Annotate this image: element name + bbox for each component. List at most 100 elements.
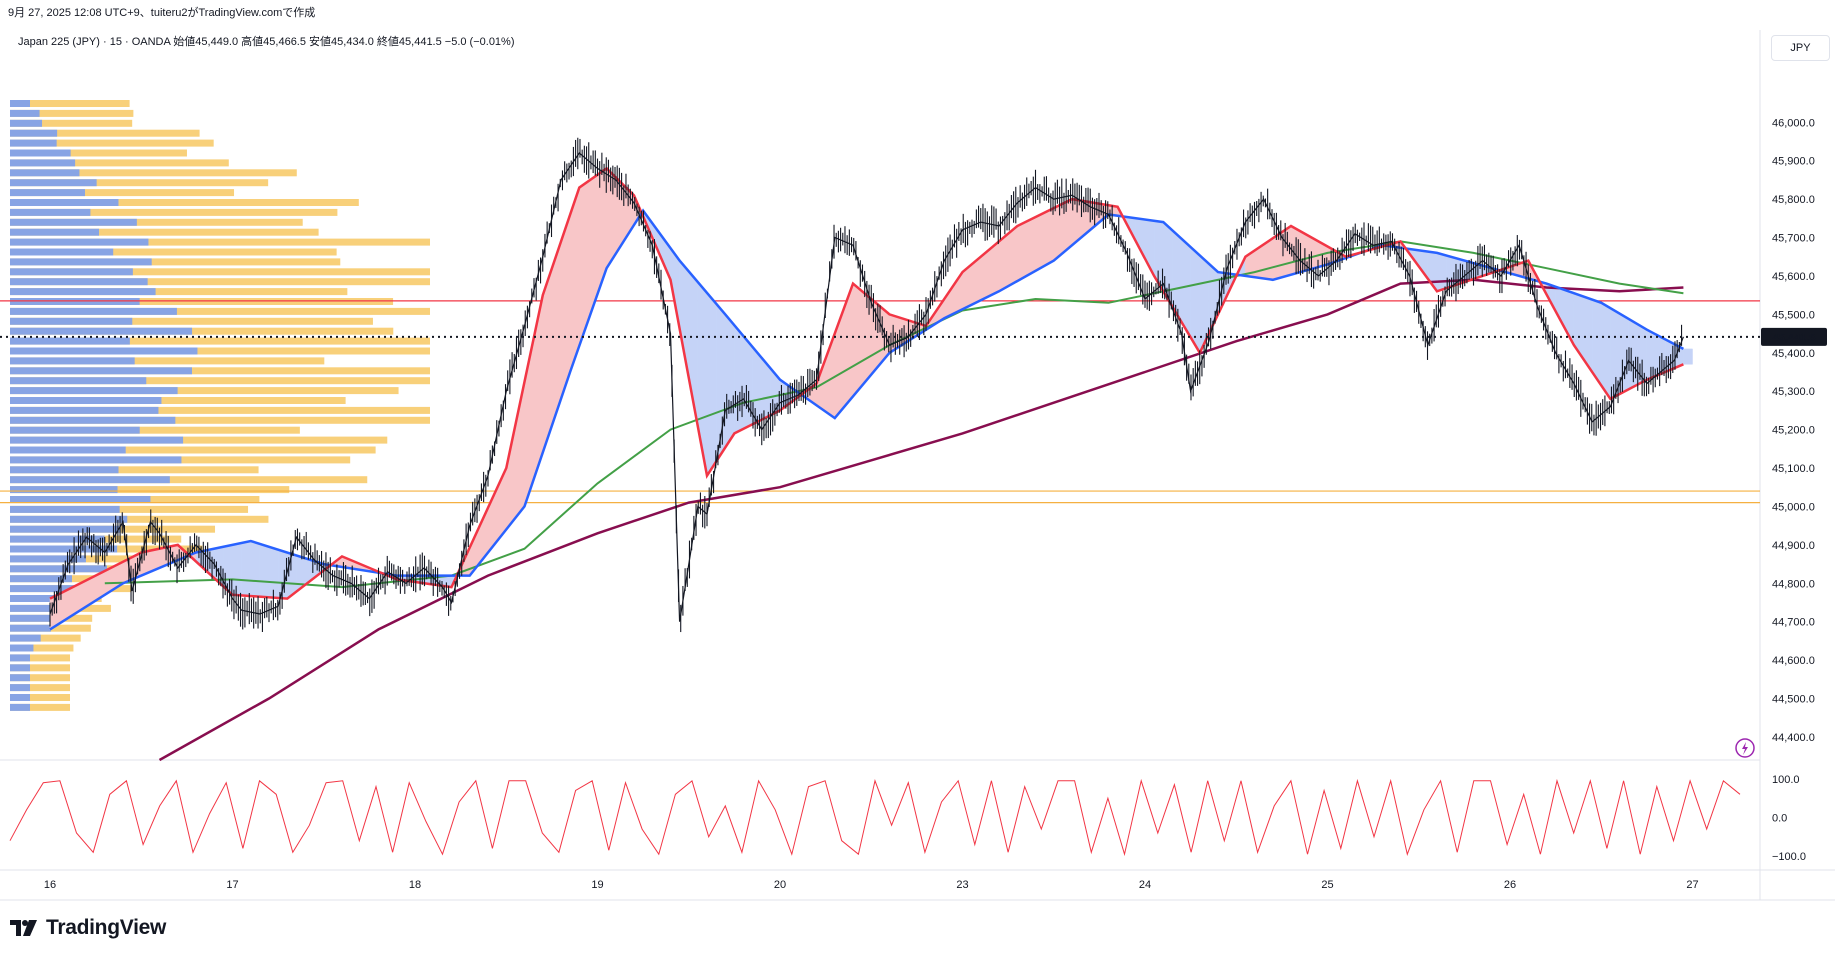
vp-bar-down <box>10 119 133 127</box>
vp-bar-up <box>10 654 30 662</box>
vp-bar-down <box>10 664 70 672</box>
price-tick-label: 44,400.0 <box>1772 732 1815 744</box>
cloud-segment <box>752 346 762 425</box>
vp-bar-up <box>10 565 107 573</box>
vp-bar-down <box>10 169 297 177</box>
vp-bar-up <box>10 703 30 711</box>
vp-bar-down <box>10 268 430 276</box>
vp-bar-up <box>10 466 119 474</box>
vp-bar-up <box>10 416 176 424</box>
cloud-segment <box>1683 348 1693 365</box>
cloud-segment <box>1007 225 1018 287</box>
vp-bar-down <box>10 654 70 662</box>
cloud-segment <box>542 268 553 453</box>
vp-bar-up <box>10 357 135 365</box>
vp-bar-up <box>10 377 147 385</box>
tradingview-logo[interactable]: TradingView <box>10 916 166 940</box>
symbol-legend[interactable]: Japan 225 (JPY) · 15 · OANDA 始値45,449.0 … <box>18 36 515 48</box>
cloud-segment <box>834 308 845 419</box>
cloud-segment <box>1053 203 1064 262</box>
price-tick-label: 45,500.0 <box>1772 309 1815 321</box>
cloud-segment <box>1026 216 1036 277</box>
vp-bar-down <box>10 397 346 404</box>
price-tick-label: 45,200.0 <box>1772 425 1815 437</box>
vp-bar-down <box>10 317 373 325</box>
vp-bar-down <box>10 387 399 395</box>
close-line <box>49 152 1684 622</box>
last-price-badge <box>1761 327 1827 346</box>
time-tick-label: 18 <box>409 879 421 891</box>
vp-bar-down <box>10 258 341 266</box>
vp-bar-up <box>10 347 198 355</box>
vp-bar-up <box>10 496 151 503</box>
vp-bar-down <box>10 208 338 216</box>
vp-bar-down <box>10 486 290 494</box>
cloud-segment <box>706 292 717 477</box>
price-tick-label: 45,000.0 <box>1772 501 1815 513</box>
vp-bar-down <box>10 416 430 424</box>
vp-bar-up <box>10 684 30 692</box>
vp-bar-down <box>10 476 368 484</box>
vp-bar-up <box>10 585 91 593</box>
vp-bar-down <box>10 149 187 157</box>
vp-bar-down <box>10 694 70 701</box>
cloud-segment <box>1035 212 1045 272</box>
vp-bar-up <box>10 327 193 335</box>
vp-bar-up <box>10 189 86 197</box>
vp-bar-up <box>10 634 41 642</box>
time-tick-label: 19 <box>591 879 603 891</box>
vp-bar-up <box>10 119 43 127</box>
vp-bar-up <box>10 505 120 513</box>
vp-bar-down <box>10 228 319 236</box>
vp-bar-down <box>10 109 134 117</box>
currency-button[interactable]: JPY <box>1771 35 1830 61</box>
vp-bar-down <box>10 288 348 296</box>
time-tick-label: 17 <box>226 879 238 891</box>
vp-bar-up <box>10 644 34 652</box>
vp-bar-up <box>10 179 97 187</box>
ema-long-line <box>158 278 1684 762</box>
vp-bar-down <box>10 357 325 365</box>
vp-bar-up <box>10 268 133 276</box>
time-tick-label: 16 <box>44 879 56 891</box>
vp-bar-up <box>10 149 71 157</box>
vp-bar-up <box>10 248 114 256</box>
vp-bar-up <box>10 555 86 563</box>
vp-bar-up <box>10 387 178 395</box>
vp-bar-up <box>10 614 53 622</box>
vp-bar-up <box>10 218 137 226</box>
oscillator-axis: 100.0 0.0 −100.0 <box>1772 774 1806 863</box>
time-tick-label: 27 <box>1686 879 1698 891</box>
cloud-segment <box>1601 302 1611 400</box>
vp-bar-down <box>10 515 269 523</box>
vp-bar-up <box>10 159 76 167</box>
vp-bar-up <box>10 317 133 325</box>
vp-bar-up <box>10 337 130 345</box>
vp-bar-up <box>10 535 105 543</box>
oscillator-tick-label: 0.0 <box>1772 813 1787 825</box>
lightning-icon <box>1735 738 1755 758</box>
vp-bar-down <box>10 674 70 682</box>
vp-bar-up <box>10 109 40 117</box>
vp-bar-up <box>10 288 156 296</box>
cloud-segment <box>852 283 863 397</box>
vp-bar-up <box>10 664 30 672</box>
price-tick-label: 45,600.0 <box>1772 271 1815 283</box>
vp-bar-up <box>10 476 170 484</box>
vp-bar-up <box>10 208 91 216</box>
oscillator-line <box>9 778 1741 857</box>
vp-bar-up <box>10 674 30 682</box>
price-axis: 46,000.0 45,900.0 45,800.0 45,700.0 45,600.0… <box>1772 117 1815 744</box>
vp-bar-up <box>10 426 140 434</box>
price-tick-label: 44,800.0 <box>1772 578 1815 590</box>
cloud-segment <box>1017 221 1027 282</box>
cloud-segment <box>1044 207 1054 267</box>
vp-bar-down <box>10 466 259 474</box>
time-tick-label: 23 <box>956 879 968 891</box>
vp-bar-down <box>10 189 235 197</box>
vp-bar-down <box>10 100 130 107</box>
vp-bar-down <box>10 248 337 256</box>
vp-bar-up <box>10 595 62 602</box>
vp-bar-up <box>10 228 100 236</box>
